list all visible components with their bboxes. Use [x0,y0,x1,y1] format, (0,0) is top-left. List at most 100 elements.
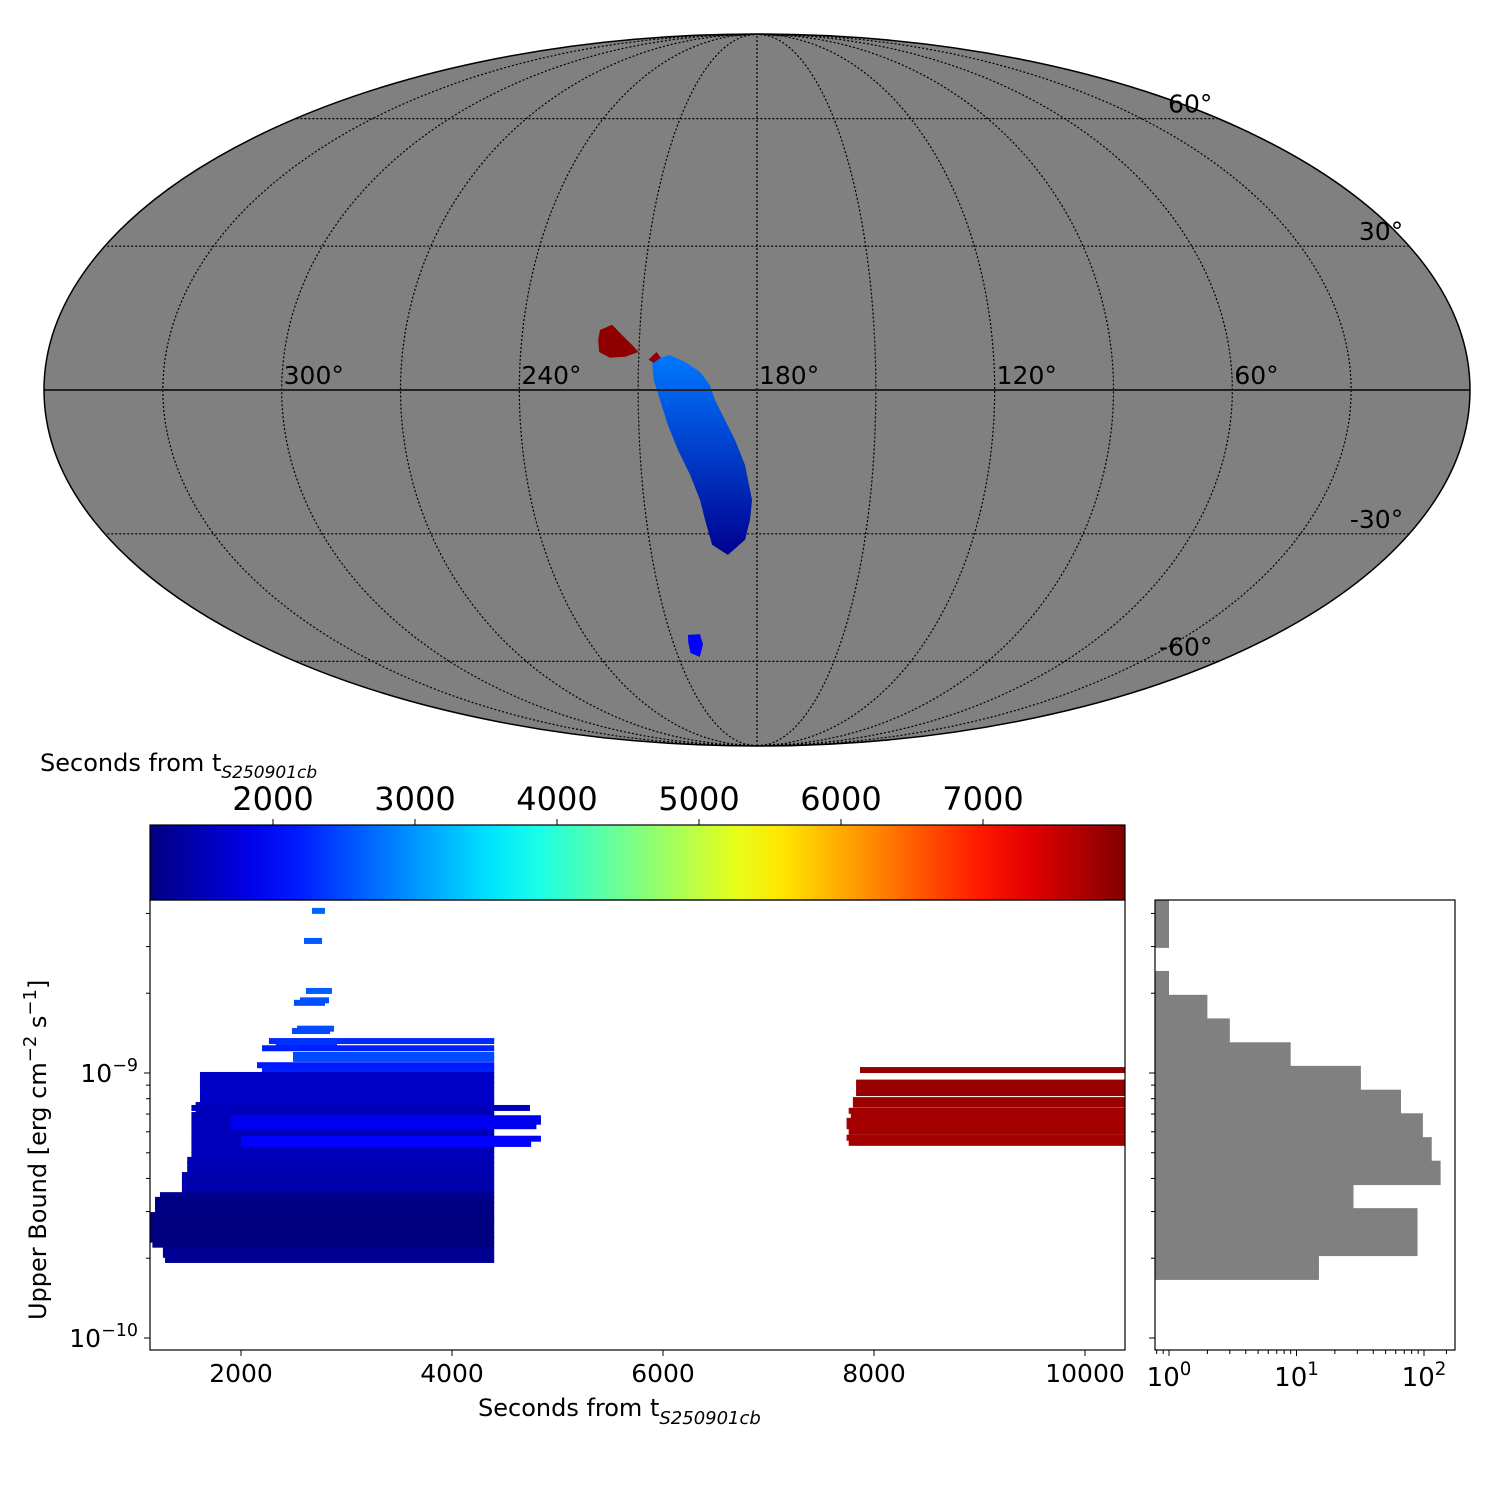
main-axes-frame [149,899,1126,1351]
upper-bound-segment [181,1176,495,1183]
main-x-axis-label: Seconds from tS250901cb [478,1394,761,1429]
hist-x-tick-label: 102 [1402,1359,1447,1393]
upper-bound-segment [150,1226,495,1233]
colorbar-tick-label: 3000 [374,780,455,818]
upper-bound-segment [257,1062,495,1069]
x-tick-label: 2000 [209,1359,273,1388]
histogram: 100 101 102 [1147,899,1456,1393]
x-tick-label: 8000 [842,1359,906,1388]
ra-tick-label: 180° [759,361,819,390]
upper-bound-segment [191,1112,495,1119]
histogram-bar [1155,1255,1319,1280]
upper-bound-segment [261,1066,495,1073]
sky-regions [598,324,753,657]
upper-bound-segment [199,1086,495,1093]
upper-bound-segment [162,1246,495,1253]
hist-x-tick-label: 101 [1274,1359,1319,1393]
main-blue-region [652,355,753,555]
upper-bound-segment [848,1139,1125,1146]
upper-bound-segment [199,1071,495,1078]
upper-bound-segment [191,1132,495,1139]
upper-bound-segment [852,1101,1125,1108]
upper-bound-segment [150,1231,495,1238]
upper-bound-segment [191,1152,495,1159]
upper-bound-segment [856,1090,1125,1097]
colorbar-tick-label: 7000 [942,780,1023,818]
histogram-bar [1155,1018,1230,1043]
upper-bound-segment [150,1216,495,1223]
upper-bound-segment [155,1196,495,1203]
sky-tick-labels: 300° 240° 180° 120° 60° 60° 30° -30° -60° [284,90,1404,662]
upper-bound-segment [150,1212,495,1219]
colorbar-tick-label: 4000 [516,780,597,818]
main-y-axis-label: Upper Bound [erg cm−2 s−1] [20,980,52,1320]
dec-tick-label: -60° [1159,632,1212,661]
upper-bound-segment [303,937,323,944]
upper-bound-segment [846,1134,1125,1141]
meridian-line [756,34,996,746]
upper-bound-segment [181,1172,495,1179]
ra-tick-label: 300° [284,361,344,390]
histogram-bar [1155,994,1208,1019]
histogram-bar [1155,1160,1441,1186]
dec-tick-label: -30° [1350,505,1403,534]
ra-tick-label: 60° [1234,361,1278,390]
upper-bound-segment [848,1128,1125,1135]
colorbar-tick-label: 6000 [800,780,881,818]
upper-bound-segment [199,1092,495,1099]
upper-bound-segment [305,987,332,994]
histogram-bar [1155,1042,1291,1067]
y-tick-label: 10−10 [69,1321,138,1353]
upper-bound-segment [241,1135,541,1142]
upper-bound-segment [152,1241,495,1248]
upper-bound-plot: 2000 4000 6000 8000 10000 10−9 10−10 Seconds f… [20,899,1155,1429]
upper-bound-segment [852,1097,1125,1104]
ra-tick-label: 120° [997,361,1057,390]
x-tick-label: 6000 [631,1359,695,1388]
upper-bound-segment [165,1256,495,1263]
upper-bound-segment [241,1140,532,1147]
histogram-bar [1155,1208,1418,1233]
colorbar: 2000 3000 4000 5000 6000 7000 [149,780,1126,901]
upper-bound-segment [162,1251,495,1258]
colorbar-ticks: 2000 3000 4000 5000 6000 7000 [232,780,1024,825]
upper-bound-segment [199,1081,495,1088]
upper-bound-segment [268,1038,495,1045]
upper-bound-segment [846,1123,1125,1130]
upper-bound-segment [187,1167,495,1174]
x-tick-label: 10000 [1045,1359,1125,1388]
meridian-line [518,34,758,746]
upper-bound-segment [181,1181,495,1188]
histogram-bar [1155,923,1169,948]
upper-bound-segment [312,907,325,914]
upper-bound-segment [261,1045,495,1052]
histogram-bar [1155,1065,1361,1091]
upper-bound-segment [199,1096,495,1103]
histogram-bars [1155,900,1441,1280]
dec-tick-label: 30° [1359,217,1403,246]
meridian-line [756,34,1115,746]
histogram-bar [1155,970,1169,996]
sky-map: 300° 240° 180° 120° 60° 60° 30° -30° -60° [43,33,1471,747]
histogram-axes-frame [1154,899,1456,1351]
upper-bound-segment [155,1207,495,1214]
colorbar-label: Seconds from tS250901cb [40,749,317,783]
histogram-bar [1155,1089,1401,1114]
small-red-fragment [648,352,661,363]
upper-bound-segment [230,1123,537,1130]
upper-bound-segment [191,1147,495,1154]
upper-bound-segment [230,1118,541,1125]
upper-bound-segment [291,1028,331,1035]
upper-bound-segment [155,1201,495,1208]
colorbar-tick-label: 2000 [232,780,313,818]
x-tick-label: 4000 [420,1359,484,1388]
upper-bound-segment [293,1051,495,1058]
upper-bound-segment [187,1161,495,1168]
colorbar-tick-label: 5000 [658,780,739,818]
upper-bound-segment [848,1107,1125,1114]
histogram-bar [1155,1113,1423,1138]
upper-bound-segment [275,1039,338,1046]
upper-bound-segment [159,1192,495,1199]
upper-bound-segment [230,1115,541,1122]
